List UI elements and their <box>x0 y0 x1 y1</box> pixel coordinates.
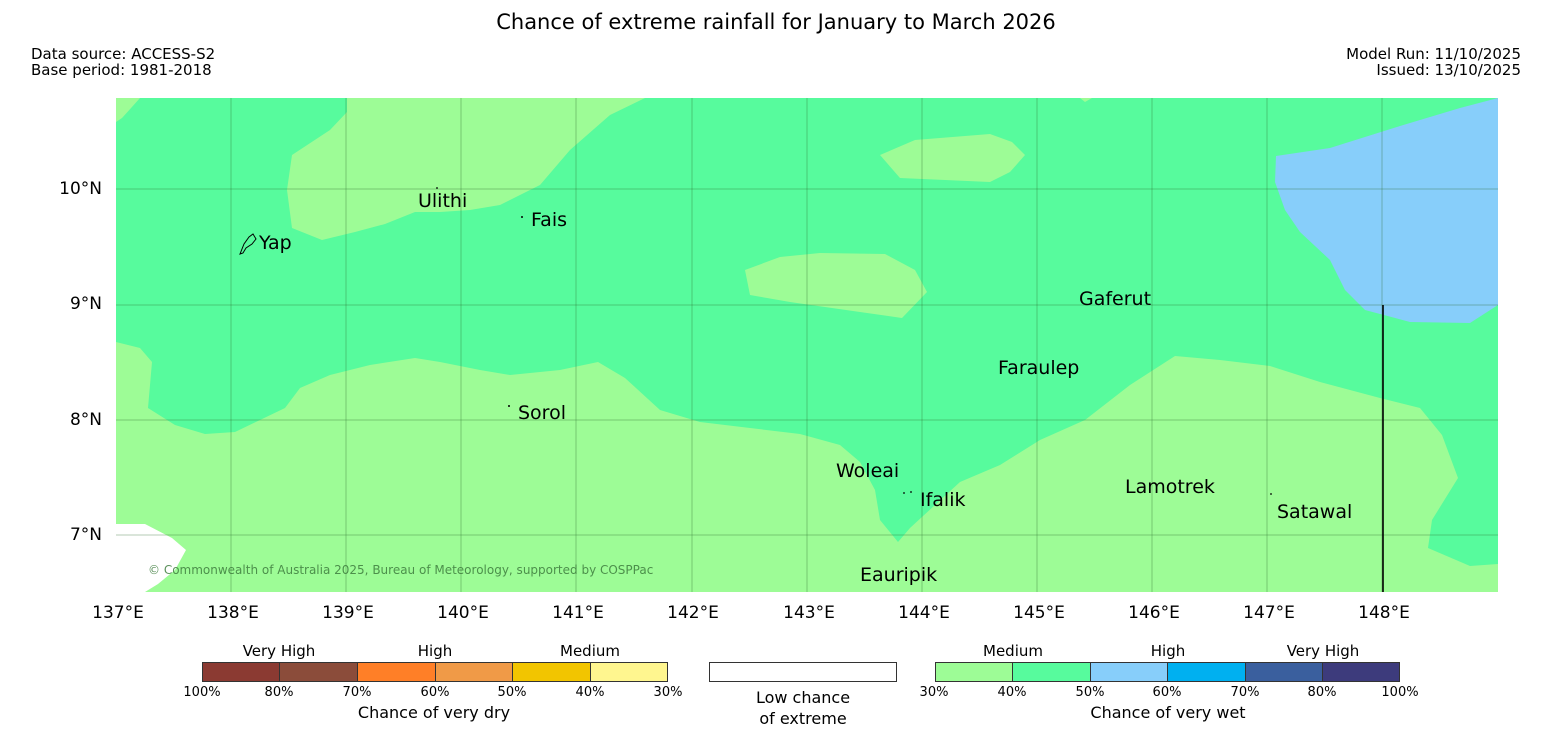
place-label-sorol: Sorol <box>518 402 566 424</box>
wet-30-40-region-north-central <box>287 98 645 240</box>
copyright-notice: © Commonwealth of Australia 2025, Bureau… <box>148 563 654 577</box>
lat-label-8n: 8°N <box>69 410 102 430</box>
dry-swatch-60-70 <box>357 662 436 682</box>
place-label-lamotrek: Lamotrek <box>1125 476 1215 498</box>
lon-label-141e: 141°E <box>552 603 604 623</box>
dry-group-medium: Medium <box>560 642 620 660</box>
wet-swatch-30-40 <box>935 662 1013 682</box>
lat-label-7n: 7°N <box>69 525 102 545</box>
dry-tick-50: 50% <box>497 685 527 700</box>
wet-tick-50: 50% <box>1075 685 1105 700</box>
lon-label-145e: 145°E <box>1013 603 1065 623</box>
wet-swatch-80-100 <box>1322 662 1400 682</box>
wet-legend-title: Chance of very wet <box>1090 703 1246 722</box>
wet-tick-70: 70% <box>1230 685 1260 700</box>
wet-swatch-70-80 <box>1245 662 1323 682</box>
place-label-eauripik: Eauripik <box>860 564 938 586</box>
lon-label-148e: 148°E <box>1358 603 1410 623</box>
data-source-text: Data source: ACCESS-S2 <box>31 45 216 63</box>
wet-swatch-50-60 <box>1090 662 1168 682</box>
wet-group-very-high: Very High <box>1286 642 1360 660</box>
wet-50-60-region <box>1275 98 1498 323</box>
lon-label-144e: 144°E <box>898 603 950 623</box>
place-label-fais: Fais <box>531 209 568 231</box>
dry-group-very-high: Very High <box>242 642 316 660</box>
fais-island-mark <box>521 216 523 218</box>
place-label-gaferut: Gaferut <box>1079 288 1152 310</box>
dry-tick-40: 40% <box>575 685 605 700</box>
dry-legend-title: Chance of very dry <box>357 703 511 722</box>
wet-tick-100: 100% <box>1381 685 1419 700</box>
satawal-island-mark <box>1270 493 1272 495</box>
lon-label-137e: 137°E <box>92 603 144 623</box>
lon-label-143e: 143°E <box>783 603 835 623</box>
dry-swatch-40-50 <box>512 662 591 682</box>
wet-tick-80: 80% <box>1307 685 1337 700</box>
wet-30-40-region-northeast <box>880 134 1025 182</box>
dry-tick-60: 60% <box>420 685 450 700</box>
place-label-ifalik: Ifalik <box>920 489 966 511</box>
wet-swatch-40-50 <box>1012 662 1091 682</box>
dry-swatch-80-100 <box>202 662 280 682</box>
wet-30-40-region-north <box>116 98 140 122</box>
wet-swatch-60-70 <box>1167 662 1246 682</box>
wet-group-medium: Medium <box>983 642 1043 660</box>
issued-text: Issued: 13/10/2025 <box>1376 61 1521 79</box>
wet-tick-60: 60% <box>1152 685 1182 700</box>
low-chance-swatch <box>709 662 897 682</box>
ifalik-island-mark-2 <box>910 491 912 493</box>
low-chance-title-line2: of extreme <box>759 709 847 728</box>
yap-island-outline <box>239 233 257 255</box>
place-label-faraulep: Faraulep <box>998 357 1080 379</box>
dry-tick-30: 30% <box>653 685 683 700</box>
base-period-text: Base period: 1981-2018 <box>31 61 212 79</box>
wet-30-40-region-south <box>116 342 1498 592</box>
low-chance-region <box>116 524 186 592</box>
data-source-info: Data source: ACCESS-S2 Base period: 1981… <box>31 46 215 78</box>
place-label-woleai: Woleai <box>836 460 900 482</box>
dry-tick-100: 100% <box>183 685 221 700</box>
map-title: Chance of extreme rainfall for January t… <box>496 10 1056 34</box>
dry-tick-70: 70% <box>342 685 372 700</box>
low-chance-title-line1: Low chance <box>755 688 851 707</box>
lat-label-10n: 10°N <box>59 179 102 199</box>
wet-group-high: High <box>1150 642 1186 660</box>
lon-label-147e: 147°E <box>1243 603 1295 623</box>
wet-30-40-region-center <box>745 253 927 318</box>
dry-group-high: High <box>417 642 453 660</box>
model-run-text: Model Run: 11/10/2025 <box>1346 45 1521 63</box>
lat-label-9n: 9°N <box>69 294 102 314</box>
wet-30-40-region-small-top <box>1080 98 1092 102</box>
lon-label-142e: 142°E <box>667 603 719 623</box>
ifalik-island-mark-1 <box>903 492 905 494</box>
lon-label-140e: 140°E <box>437 603 489 623</box>
dry-tick-80: 80% <box>264 685 294 700</box>
sorol-island-mark <box>508 405 510 407</box>
place-label-yap: Yap <box>259 232 292 254</box>
wet-tick-30: 30% <box>919 685 949 700</box>
graticule <box>116 98 1498 592</box>
model-run-info: Model Run: 11/10/2025 Issued: 13/10/2025 <box>1346 46 1521 78</box>
lon-label-139e: 139°E <box>322 603 374 623</box>
place-label-satawal: Satawal <box>1277 501 1353 523</box>
dry-swatch-30-40 <box>590 662 668 682</box>
ulithi-island-mark <box>436 187 438 189</box>
dry-swatch-50-60 <box>435 662 513 682</box>
dry-swatch-70-80 <box>279 662 358 682</box>
map-area <box>116 98 1498 592</box>
lon-label-138e: 138°E <box>207 603 259 623</box>
place-label-ulithi: Ulithi <box>418 190 468 212</box>
wet-tick-40: 40% <box>997 685 1027 700</box>
lon-label-146e: 146°E <box>1128 603 1180 623</box>
